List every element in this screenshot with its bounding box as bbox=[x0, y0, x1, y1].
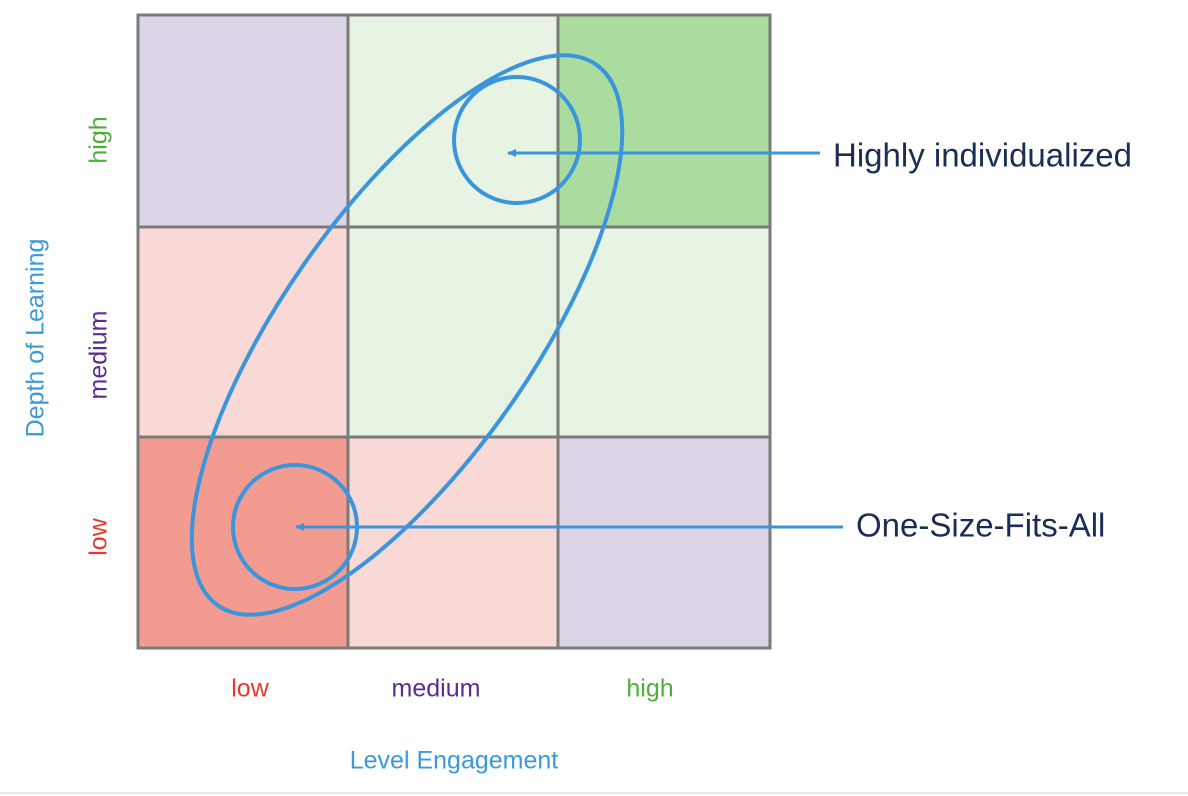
cell bbox=[136, 13, 350, 229]
grid bbox=[136, 13, 772, 650]
small-circle bbox=[452, 75, 582, 205]
cell bbox=[346, 435, 560, 650]
cell bbox=[136, 225, 350, 439]
x-axis-title: Level Engagement bbox=[350, 747, 559, 775]
x-label: low bbox=[231, 675, 269, 703]
x-label: high bbox=[626, 675, 673, 703]
annotation: Highly individualized bbox=[833, 137, 1132, 174]
y-label: low bbox=[85, 517, 113, 555]
annotation: One-Size-Fits-All bbox=[856, 507, 1105, 544]
cell bbox=[556, 13, 772, 229]
y-axis-title: Depth of Learning bbox=[22, 239, 50, 438]
cell bbox=[346, 13, 560, 229]
cell bbox=[556, 435, 772, 650]
y-label: medium bbox=[85, 311, 113, 400]
cell bbox=[556, 225, 772, 439]
y-label: high bbox=[85, 116, 113, 163]
cell bbox=[346, 225, 560, 439]
big-ellipse bbox=[189, 53, 625, 617]
x-label: medium bbox=[392, 675, 481, 703]
